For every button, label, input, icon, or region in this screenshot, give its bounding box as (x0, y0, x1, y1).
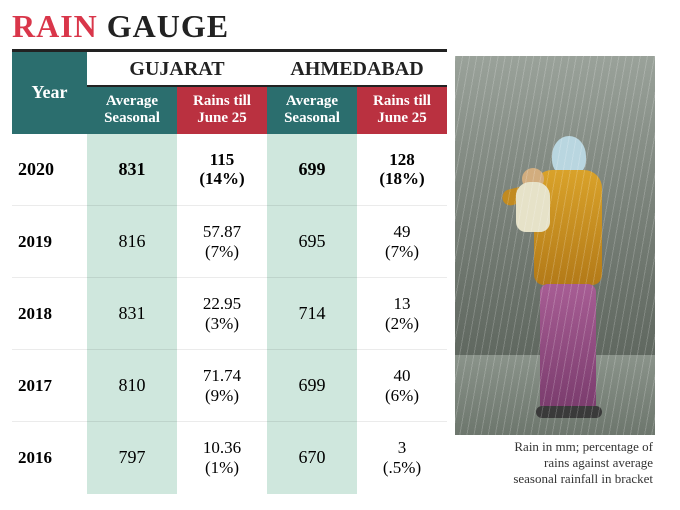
cell-ahm-avg: 714 (267, 278, 357, 350)
cell-ahm-avg: 670 (267, 422, 357, 494)
subheader-text: June 25 (377, 110, 427, 126)
cell-year: 2018 (12, 278, 87, 350)
caption-line: seasonal rainfall in bracket (513, 471, 653, 486)
subheader-text: Average (106, 93, 158, 109)
col-ahm-avg: Average Seasonal (267, 86, 357, 134)
table-body: 2020831115(14%)699128(18%)201981657.87(7… (12, 134, 447, 494)
cell-guj-rain: 57.87(7%) (177, 206, 267, 278)
cell-ahm-rain: 40(6%) (357, 350, 447, 422)
cell-guj-avg: 816 (87, 206, 177, 278)
cell-guj-rain: 71.74(9%) (177, 350, 267, 422)
cell-year: 2019 (12, 206, 87, 278)
cell-guj-rain: 22.95(3%) (177, 278, 267, 350)
subheader-text: Rains till (373, 93, 431, 109)
col-year: Year (12, 52, 87, 134)
subheader-text: Average (286, 93, 338, 109)
content-row: Year GUJARAT AHMEDABAD Average Seasonal … (0, 52, 680, 494)
rain-table: Year GUJARAT AHMEDABAD Average Seasonal … (12, 52, 447, 494)
cell-year: 2017 (12, 350, 87, 422)
subheader-text: June 25 (197, 110, 247, 126)
cell-guj-rain: 115(14%) (177, 134, 267, 206)
rain-gauge-graphic: RAIN GAUGE Year GUJARAT AHMEDABAD Averag… (0, 0, 680, 510)
cell-ahm-avg: 695 (267, 206, 357, 278)
caption-line: Rain in mm; percentage of (514, 439, 653, 454)
cell-ahm-rain: 49(7%) (357, 206, 447, 278)
col-ahm-rain: Rains till June 25 (357, 86, 447, 134)
cell-guj-avg: 810 (87, 350, 177, 422)
table-row: 201981657.87(7%)69549(7%) (12, 206, 447, 278)
cell-ahm-avg: 699 (267, 350, 357, 422)
subheader-text: Seasonal (104, 110, 160, 126)
cell-guj-avg: 831 (87, 134, 177, 206)
photo-column: Rain in mm; percentage of rains against … (455, 52, 655, 494)
table-row: 2020831115(14%)699128(18%) (12, 134, 447, 206)
region-gujarat: GUJARAT (87, 52, 267, 86)
cell-year: 2020 (12, 134, 87, 206)
cell-guj-rain: 10.36(1%) (177, 422, 267, 494)
subheader-text: Seasonal (284, 110, 340, 126)
col-guj-rain: Rains till June 25 (177, 86, 267, 134)
cell-ahm-rain: 13(2%) (357, 278, 447, 350)
caption-line: rains against average (544, 455, 653, 470)
cell-year: 2016 (12, 422, 87, 494)
subheader-text: Rains till (193, 93, 251, 109)
table-row: 201781071.74(9%)69940(6%) (12, 350, 447, 422)
cell-guj-avg: 797 (87, 422, 177, 494)
rain-photo (455, 56, 655, 435)
cell-ahm-rain: 128(18%) (357, 134, 447, 206)
region-ahmedabad: AHMEDABAD (267, 52, 447, 86)
title-rain: RAIN (12, 8, 98, 44)
photo-caption: Rain in mm; percentage of rains against … (455, 435, 655, 494)
cell-ahm-rain: 3(.5%) (357, 422, 447, 494)
title-gauge: GAUGE (107, 8, 229, 44)
table-row: 201679710.36(1%)6703(.5%) (12, 422, 447, 494)
cell-guj-avg: 831 (87, 278, 177, 350)
table-row: 201883122.95(3%)71413(2%) (12, 278, 447, 350)
title: RAIN GAUGE (0, 0, 680, 49)
cell-ahm-avg: 699 (267, 134, 357, 206)
rain-overlay (455, 56, 655, 435)
col-guj-avg: Average Seasonal (87, 86, 177, 134)
